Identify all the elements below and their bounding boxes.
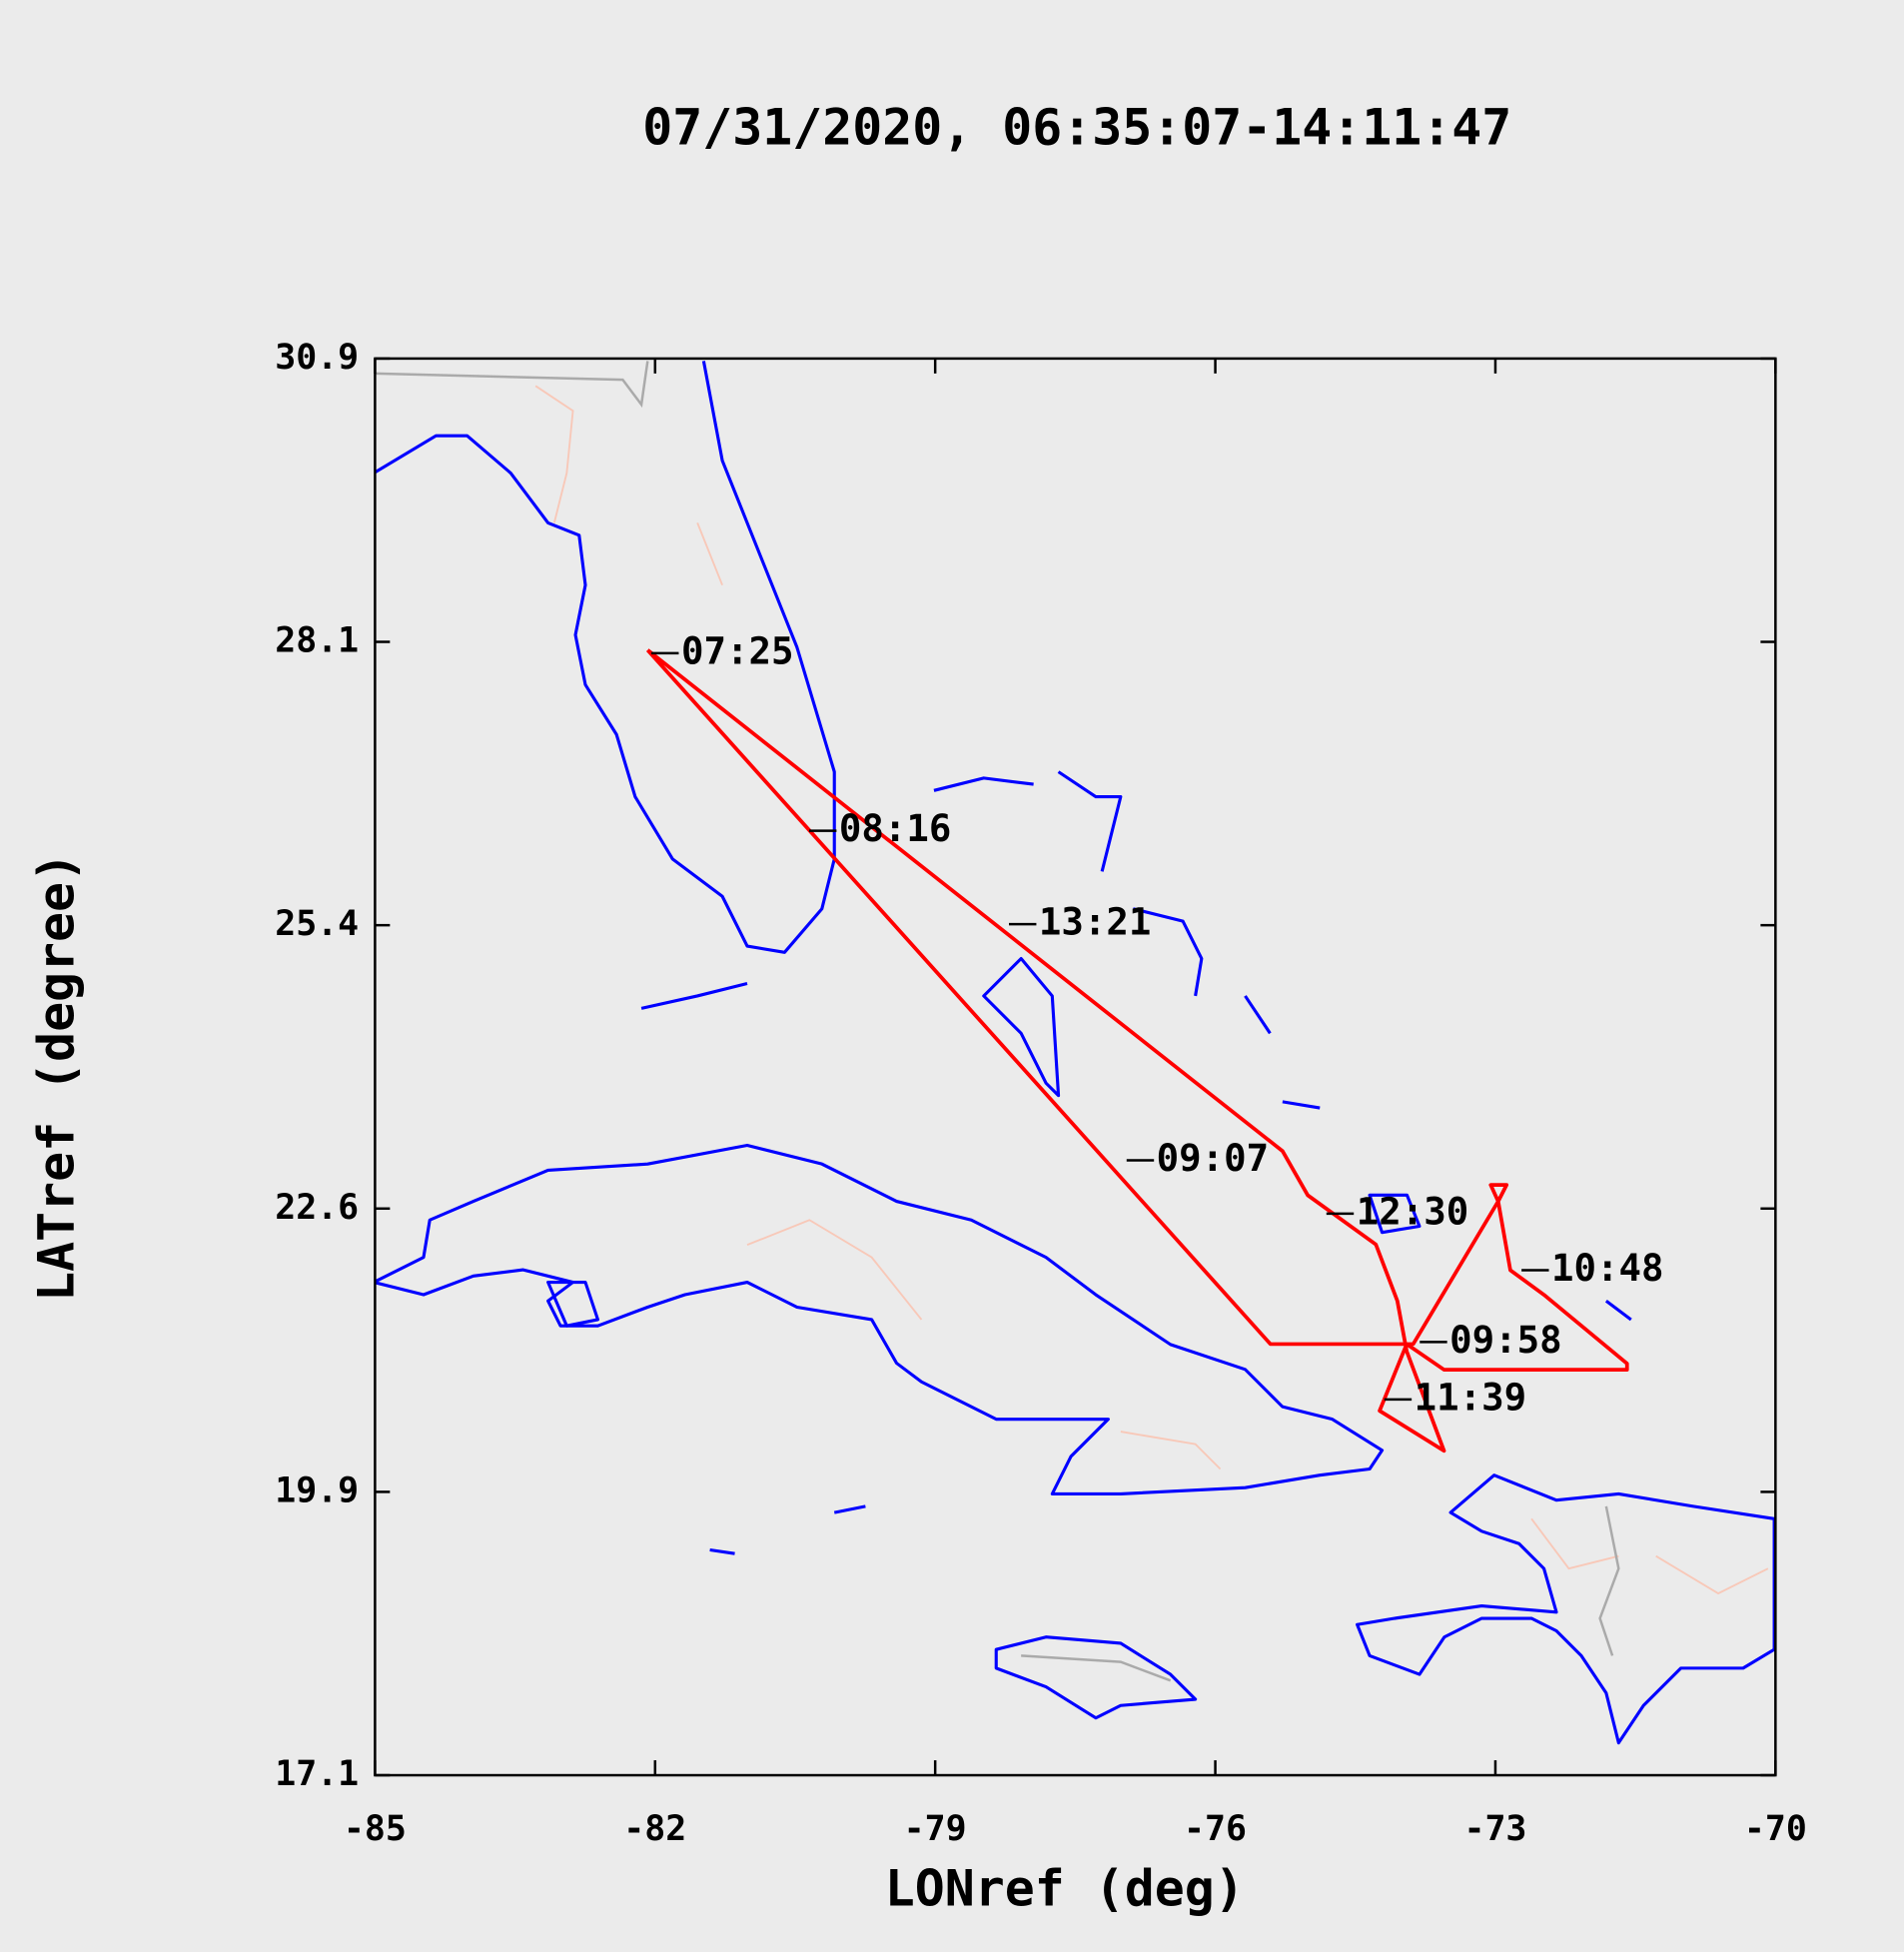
state-lines [534, 385, 1769, 1595]
islands-coast [546, 770, 1632, 1555]
y-tick-label: 30.9 [275, 338, 359, 378]
y-tick-label: 19.9 [275, 1470, 359, 1510]
chart-title: 07/31/2020, 06:35:07-14:11:47 [642, 98, 1511, 156]
time-label: 13:21 [1039, 900, 1152, 944]
florida-coast [375, 361, 836, 954]
time-label: 11:39 [1415, 1375, 1527, 1419]
time-label: 08:16 [839, 806, 952, 850]
y-tick-label: 22.6 [275, 1188, 359, 1228]
x-axis-label: LONref (deg) [885, 1860, 1245, 1918]
time-label: 07:25 [681, 628, 794, 672]
plot-frame [374, 357, 1777, 1777]
x-tick-label: -73 [1463, 1809, 1526, 1849]
time-label: 09:07 [1157, 1136, 1270, 1180]
borders [375, 361, 1620, 1682]
time-label: 10:48 [1551, 1246, 1664, 1290]
x-tick-label: -70 [1744, 1809, 1807, 1849]
time-label: 12:30 [1357, 1189, 1469, 1233]
hispaniola-coast [1356, 1473, 1776, 1745]
jamaica-coast [994, 1635, 1198, 1720]
y-tick-label: 17.1 [275, 1754, 359, 1794]
x-tick-label: -79 [904, 1809, 967, 1849]
x-tick-label: -82 [623, 1809, 686, 1849]
x-tick-label: -85 [344, 1809, 407, 1849]
basemap [375, 361, 1776, 1745]
time-label: 09:58 [1449, 1318, 1562, 1362]
cuba-coast [375, 1143, 1385, 1495]
y-tick-label: 28.1 [275, 621, 359, 661]
y-axis-label: LATref (degree) [28, 852, 86, 1302]
x-tick-label: -76 [1184, 1809, 1247, 1849]
flight-track [645, 648, 1629, 1454]
y-tick-label: 25.4 [275, 904, 359, 944]
florida-keys [640, 981, 748, 1010]
